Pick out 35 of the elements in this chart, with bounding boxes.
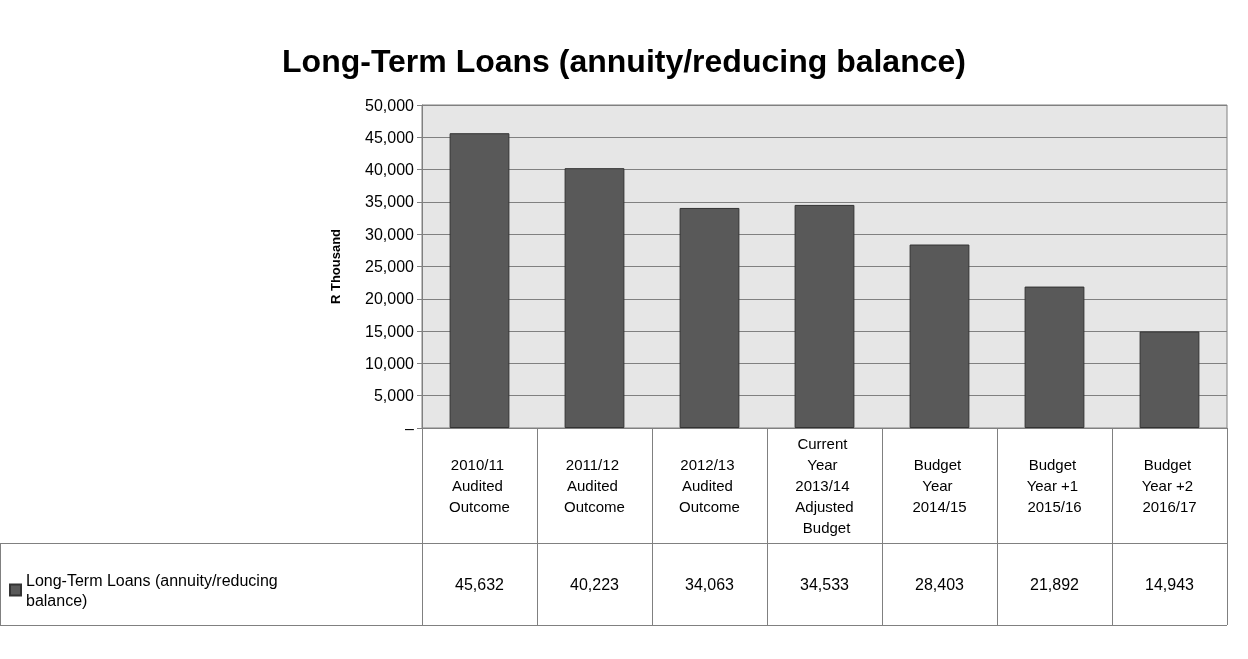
- y-axis-title: R Thousand: [328, 228, 343, 305]
- text: 40,223: [570, 575, 619, 593]
- y-tick-label: 40,000: [365, 161, 415, 179]
- bar: [1024, 286, 1085, 428]
- y-tick-label: –: [405, 419, 415, 437]
- text: 21,892: [1030, 575, 1079, 593]
- bar: [794, 204, 855, 428]
- x-tick-label: 2012/13 Audited Outcome: [679, 456, 740, 515]
- x-tick-label: Current Year 2013/14 Adjusted Budget: [795, 435, 854, 536]
- y-tick-label: 30,000: [365, 225, 415, 243]
- x-tick-label: 2011/12 Audited Outcome: [564, 456, 625, 515]
- text: 28,403: [915, 575, 964, 593]
- text: 34,533: [800, 575, 849, 593]
- bar: [909, 244, 970, 428]
- text: 45,632: [455, 575, 504, 593]
- y-tick-label: 25,000: [365, 258, 415, 275]
- bar: [564, 168, 625, 428]
- y-tick-label: 20,000: [365, 290, 415, 308]
- y-tick-label: 5,000: [373, 387, 415, 405]
- y-tick-label: 35,000: [365, 193, 415, 211]
- x-tick-label: 2010/11 Audited Outcome: [449, 456, 510, 515]
- y-tick-label: 50,000: [365, 96, 415, 114]
- bar: [679, 207, 740, 428]
- y-tick-label: 45,000: [365, 128, 415, 146]
- legend-label: Long-Term Loans (annuity/reducing balance): [26, 571, 283, 609]
- x-tick-label: Budget Year +2 2016/17: [1141, 456, 1198, 515]
- y-tick-label: 10,000: [365, 354, 415, 372]
- bar: [1139, 331, 1200, 428]
- x-tick-label: Budget Year +1 2015/16: [1026, 456, 1083, 515]
- chart-title: Long-Term Loans (annuity/reducing balance): [282, 43, 966, 79]
- y-tick-label: 15,000: [365, 322, 415, 340]
- bar: [449, 133, 510, 428]
- text: 14,943: [1145, 575, 1194, 593]
- x-tick-label: Budget Year 2014/15: [912, 456, 967, 515]
- text: 34,063: [685, 575, 734, 593]
